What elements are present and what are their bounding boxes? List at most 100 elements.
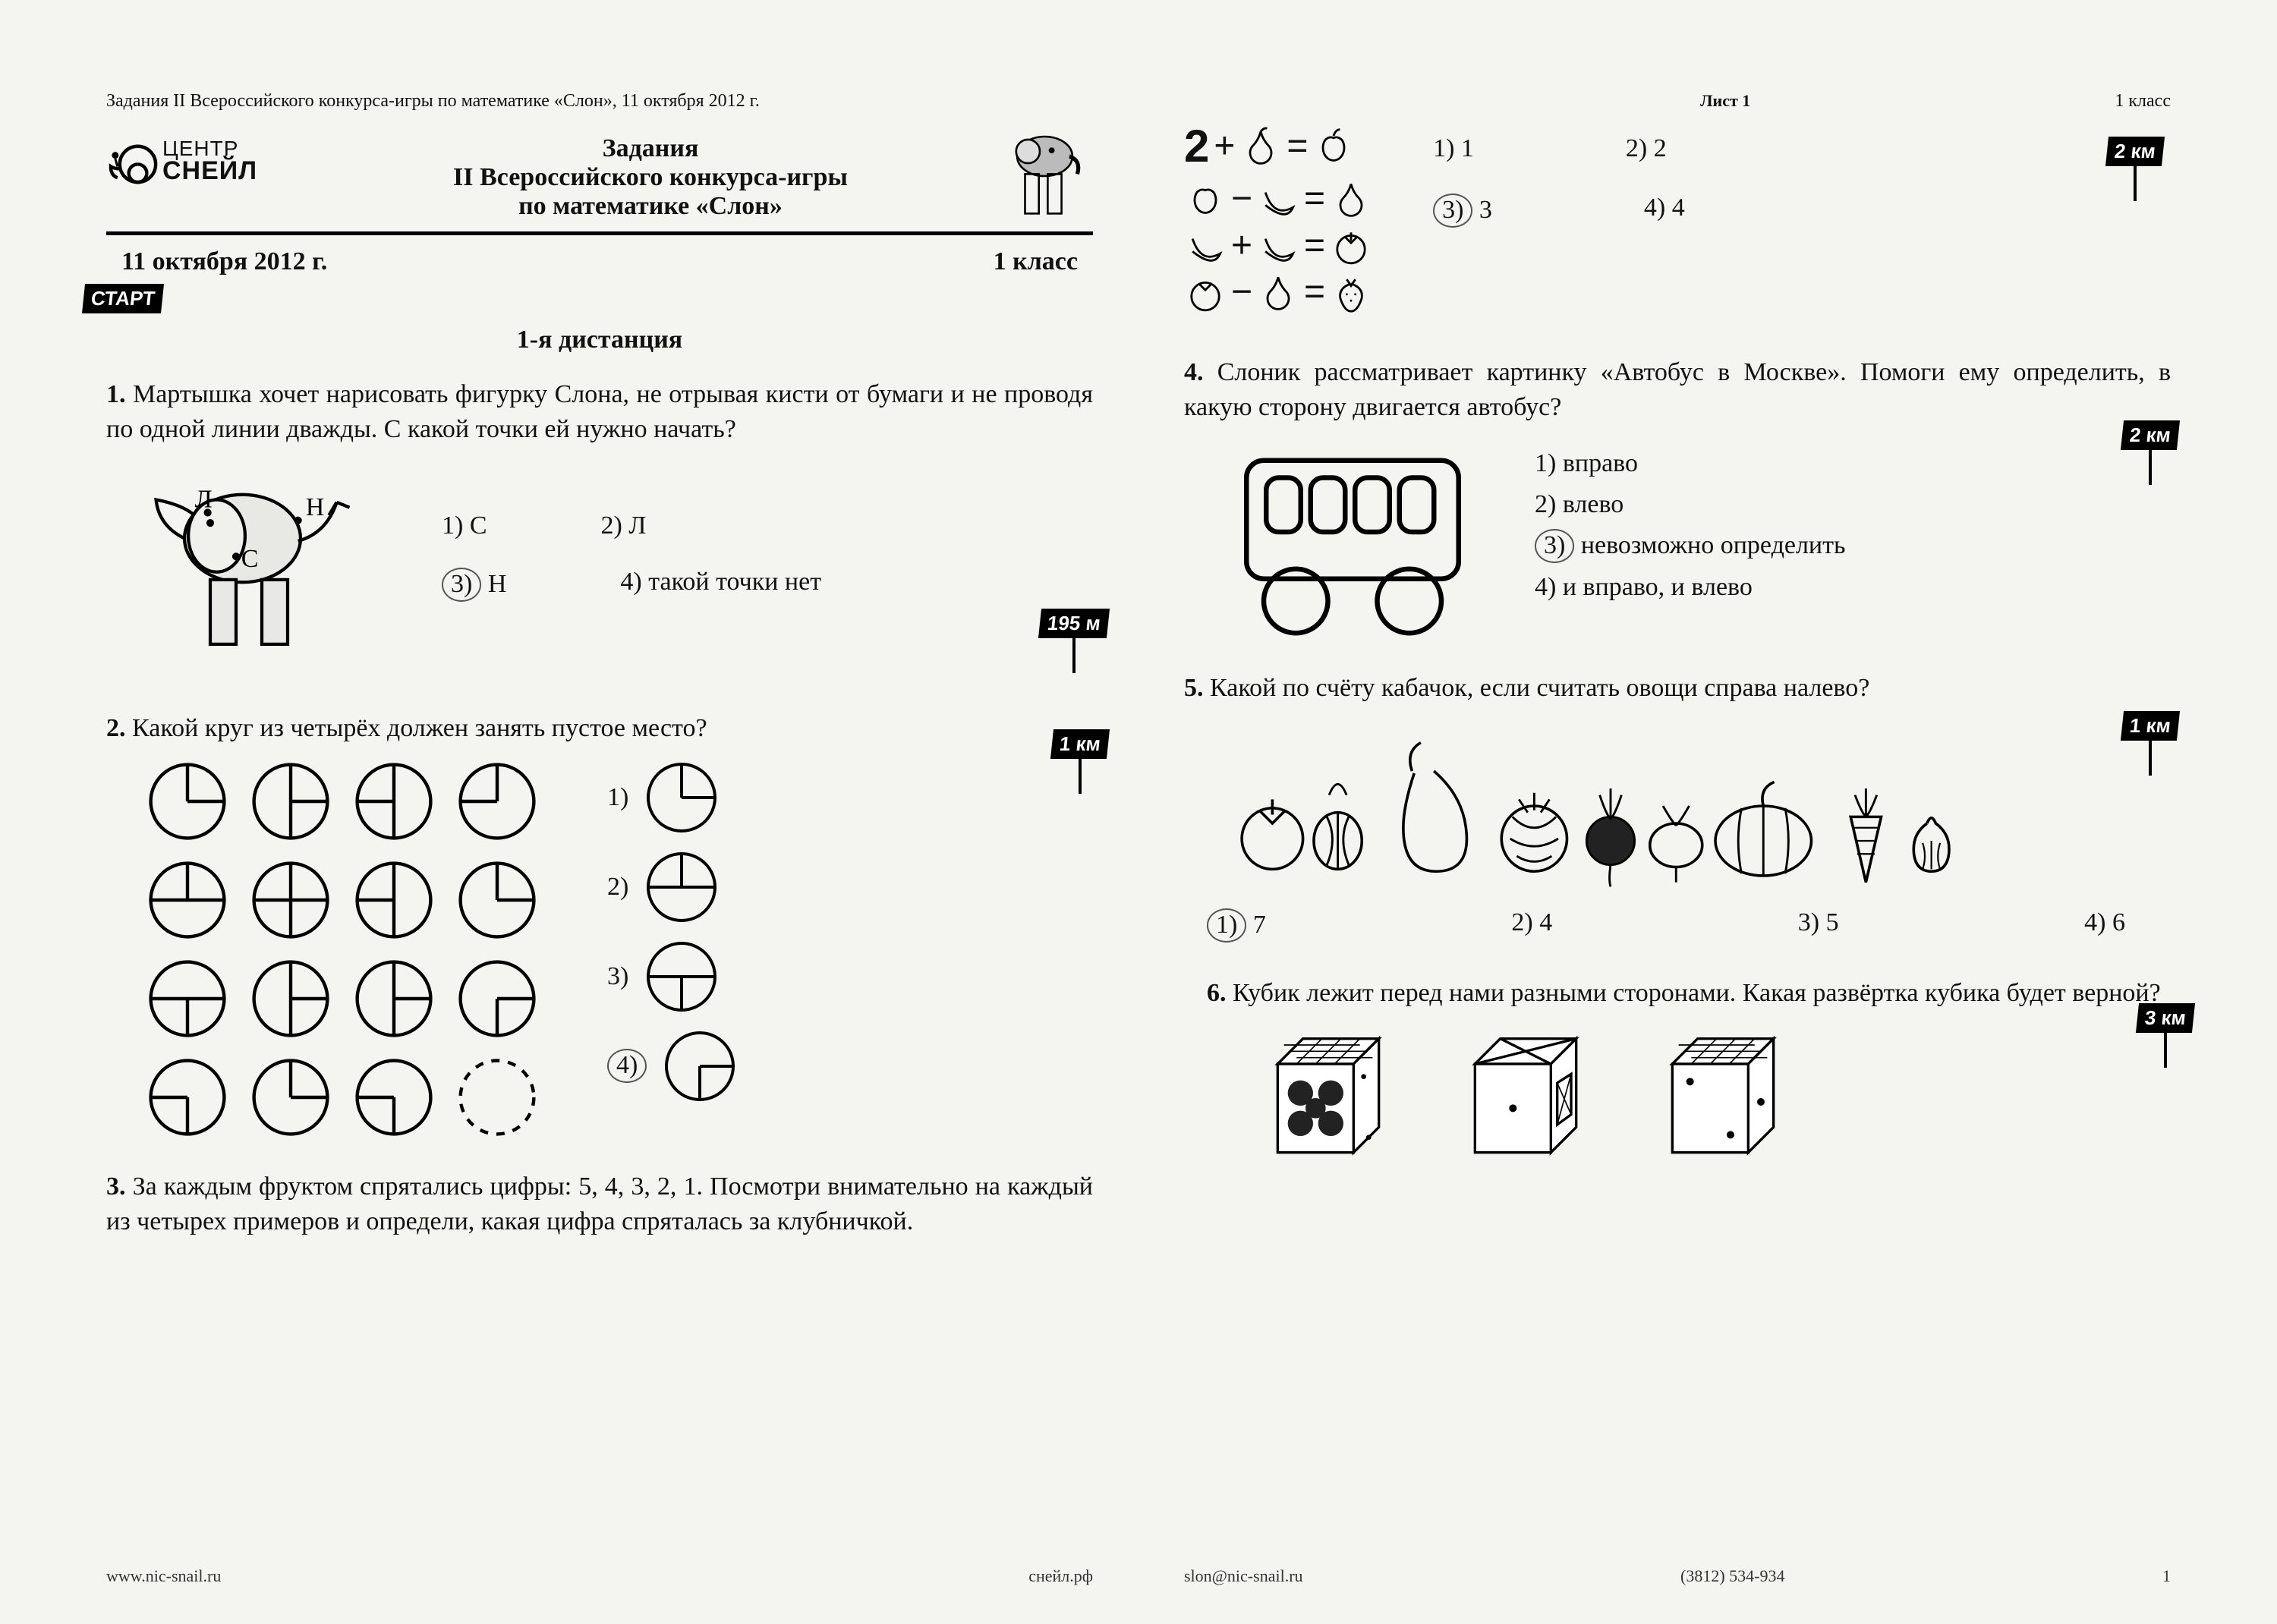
svg-text:С: С xyxy=(241,545,259,573)
q5-o1: 1) 7 xyxy=(1207,908,1266,943)
elephant-mascot-icon xyxy=(987,127,1093,225)
q2-grid xyxy=(146,760,539,1139)
banana-icon xyxy=(1257,224,1299,266)
q3-equations-block: 2+ = − = + = − xyxy=(1184,119,2171,317)
right-header: Лист 1 1 класс xyxy=(1184,91,2171,112)
q2-sign: 1 км xyxy=(1052,729,1108,794)
q2-text: Какой круг из четырёх должен занять пуст… xyxy=(132,714,707,742)
q1-body: Л С Н 1) С 2) Л 3) Н 4) такой точки нет … xyxy=(106,461,1093,681)
cube-1-icon xyxy=(1252,1026,1404,1178)
circle-icon xyxy=(662,1028,738,1104)
q3-o3: 3) 3 xyxy=(1433,194,1492,228)
header-small: Задания II Всероссийского конкурса-игры … xyxy=(106,91,1093,112)
circle-icon xyxy=(455,957,539,1040)
banana-icon xyxy=(1184,224,1227,266)
circle-icon xyxy=(249,760,332,843)
left-page: Задания II Всероссийского конкурса-игры … xyxy=(106,91,1093,1578)
left-footer: www.nic-snail.ru снейл.рф xyxy=(106,1566,1093,1586)
svg-text:Н: Н xyxy=(306,493,325,521)
q4-num: 4. xyxy=(1184,358,1204,386)
q5-body: 1 км xyxy=(1184,719,2171,893)
q3-options: 1) 1 2) 2 3) 3 4) 4 xyxy=(1433,134,1685,228)
q6-body: 3 км xyxy=(1184,1026,2171,1178)
q5-options: 1) 7 2) 4 3) 5 4) 6 xyxy=(1184,893,2171,943)
title-line-1: Задания xyxy=(314,134,987,163)
q4-o3: 3) невозможно определить xyxy=(1535,525,1846,566)
q6-text: Кубик лежит перед нами разными сторонами… xyxy=(1233,979,2161,1007)
header-row: ЦЕНТР СНЕЙЛ Задания II Всероссийского ко… xyxy=(106,127,1093,227)
q1-opt4: 4) такой точки нет xyxy=(620,568,821,602)
bus-icon xyxy=(1224,443,1482,640)
circle-icon xyxy=(146,858,229,942)
q4-o1: 1) вправо xyxy=(1535,443,1846,484)
q1-num: 1. xyxy=(106,380,126,408)
q3-text: За каждым фруктом спрятались цифры: 5, 4… xyxy=(106,1172,1093,1235)
circle-icon xyxy=(644,939,720,1015)
grade-label: 1 класс xyxy=(2115,91,2171,112)
start-badge: СТАРТ xyxy=(82,284,164,313)
circle-icon xyxy=(249,858,332,942)
q5-o4: 4) 6 xyxy=(2084,908,2125,943)
date: 11 октября 2012 г. xyxy=(121,247,327,276)
q5-text: Какой по счёту кабачок, если считать ово… xyxy=(1210,674,1869,702)
apple-icon xyxy=(1184,178,1227,220)
section-title: 1-я дистанция xyxy=(106,326,1093,354)
footer-page: 1 xyxy=(2162,1566,2171,1586)
q1-text: Мартышка хочет нарисовать фигурку Слона,… xyxy=(106,380,1093,443)
title-line-3: по математике «Слон» xyxy=(314,192,987,221)
circle-icon xyxy=(146,1056,229,1139)
apple-icon xyxy=(1312,125,1355,168)
banana-icon xyxy=(1257,178,1299,220)
circle-icon xyxy=(146,957,229,1040)
logo-line2: СНЕЙЛ xyxy=(162,159,257,183)
title-block: Задания II Всероссийского конкурса-игры … xyxy=(314,134,987,221)
q4-o4: 4) и вправо, и влево xyxy=(1535,567,1846,608)
circle-icon xyxy=(249,957,332,1040)
q1-opt2: 2) Л xyxy=(601,511,647,540)
q2-num: 2. xyxy=(106,714,126,742)
cube-3-icon xyxy=(1647,1026,1799,1178)
q4-body: 1) вправо 2) влево 3) невозможно определ… xyxy=(1184,443,2171,640)
q3: 3. За каждым фруктом спрятались цифры: 5… xyxy=(106,1169,1093,1239)
circle-icon xyxy=(455,858,539,942)
circle-icon xyxy=(352,957,436,1040)
q4: 4. Слоник рассматривает картинку «Автобу… xyxy=(1184,355,2171,425)
q2: 2. Какой круг из четырёх должен занять п… xyxy=(106,711,1093,746)
circle-icon xyxy=(644,760,720,836)
footer-domain: снейл.рф xyxy=(1028,1566,1093,1586)
footer-url: www.nic-snail.ru xyxy=(106,1566,221,1586)
cube-2-icon xyxy=(1450,1026,1601,1178)
q6-sign: 3 км xyxy=(2137,1003,2194,1068)
title-line-2: II Всероссийского конкурса-игры xyxy=(314,163,987,192)
tomato-icon xyxy=(1184,271,1227,313)
grade: 1 класс xyxy=(994,247,1078,276)
q1-options: 1) С 2) Л 3) Н 4) такой точки нет xyxy=(442,511,821,629)
pear-icon xyxy=(1257,271,1299,313)
footer-email: slon@nic-snail.ru xyxy=(1184,1566,1303,1586)
q2-o3: 3) xyxy=(607,962,628,991)
q3-o4: 4) 4 xyxy=(1644,194,1685,228)
q4-sign: 2 км xyxy=(2122,420,2178,485)
q6: 6. Кубик лежит перед нами разными сторон… xyxy=(1184,976,2171,1011)
circle-icon xyxy=(352,760,436,843)
q2-o1: 1) xyxy=(607,783,628,812)
snail-logo: ЦЕНТР СНЕЙЛ xyxy=(106,127,304,195)
circle-dashed-icon xyxy=(455,1056,539,1139)
divider xyxy=(106,231,1093,235)
q5-o3: 3) 5 xyxy=(1798,908,1839,943)
q3-o1: 1) 1 xyxy=(1433,134,1474,163)
q2-options: 1) 2) 3) 4) xyxy=(607,760,738,1118)
q5: 5. Какой по счёту кабачок, если считать … xyxy=(1184,671,2171,706)
svg-text:Л: Л xyxy=(195,485,213,513)
date-row: 11 октября 2012 г. 1 класс xyxy=(106,247,1093,284)
q2-o2: 2) xyxy=(607,873,628,902)
circle-icon xyxy=(455,760,539,843)
circle-icon xyxy=(249,1056,332,1139)
snail-icon xyxy=(106,133,162,189)
footer-phone: (3812) 534-934 xyxy=(1680,1566,1784,1586)
pear-icon xyxy=(1330,178,1372,220)
right-page: Лист 1 1 класс 2 км 2+ = − = + = xyxy=(1184,91,2171,1578)
vegetables-row-icon xyxy=(1224,719,1998,893)
circle-icon xyxy=(644,849,720,925)
q6-num: 6. xyxy=(1207,979,1227,1007)
